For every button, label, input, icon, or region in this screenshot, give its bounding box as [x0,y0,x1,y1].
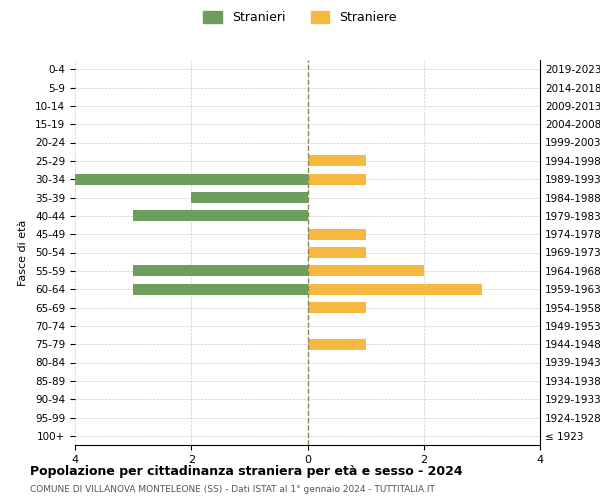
Legend: Stranieri, Straniere: Stranieri, Straniere [198,6,402,29]
Text: Popolazione per cittadinanza straniera per età e sesso - 2024: Popolazione per cittadinanza straniera p… [30,465,463,478]
Text: COMUNE DI VILLANOVA MONTELEONE (SS) - Dati ISTAT al 1° gennaio 2024 - TUTTITALIA: COMUNE DI VILLANOVA MONTELEONE (SS) - Da… [30,485,435,494]
Bar [75,174,308,184]
Bar [308,174,365,184]
Bar [133,210,308,222]
Bar [133,284,308,294]
Bar [308,266,424,276]
Bar [133,266,308,276]
Bar [308,284,482,294]
Bar [308,247,365,258]
Bar [308,156,365,166]
Bar [308,228,365,239]
Bar [308,302,365,313]
Y-axis label: Fasce di età: Fasce di età [18,220,28,286]
Bar [308,338,365,349]
Bar [191,192,308,203]
